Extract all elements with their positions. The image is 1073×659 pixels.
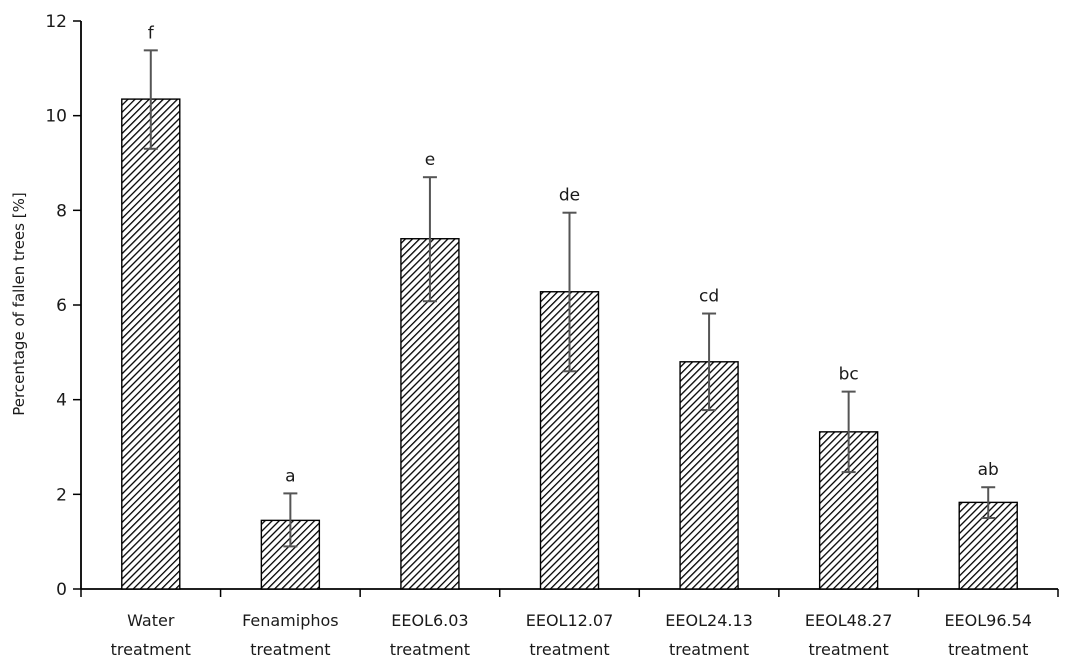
x-category-label: Water (127, 611, 175, 630)
significance-label: cd (699, 287, 719, 307)
x-category-label: Fenamiphos (242, 611, 339, 630)
x-category-label: treatment (390, 640, 470, 659)
significance-label: bc (839, 365, 859, 385)
y-tick-label: 4 (56, 391, 67, 411)
x-category-label: EEOL6.03 (391, 611, 468, 630)
x-category-label: EEOL96.54 (944, 611, 1032, 630)
y-axis-title: Percentage of fallen trees [%] (10, 192, 28, 415)
significance-label: a (285, 466, 295, 486)
x-category-label: treatment (669, 640, 749, 659)
bar (539, 291, 600, 590)
y-tick-label: 0 (56, 580, 67, 600)
significance-label: f (148, 23, 155, 43)
x-category-label: EEOL24.13 (665, 611, 753, 630)
y-tick-label: 2 (56, 485, 67, 505)
bar (121, 98, 181, 590)
x-category-label: treatment (111, 640, 191, 659)
x-category-label: treatment (809, 640, 889, 659)
y-tick-label: 6 (56, 296, 67, 316)
significance-label: de (559, 186, 580, 206)
y-tick-label: 12 (45, 12, 67, 32)
significance-label: ab (978, 460, 999, 480)
x-category-label: treatment (948, 640, 1028, 659)
x-category-label: EEOL12.07 (526, 611, 614, 630)
x-category-label: treatment (529, 640, 609, 659)
bar (958, 501, 1018, 590)
significance-label: e (425, 150, 435, 170)
x-category-label: EEOL48.27 (805, 611, 893, 630)
y-tick-label: 10 (45, 107, 67, 127)
y-tick-label: 8 (56, 201, 67, 221)
x-category-label: treatment (250, 640, 330, 659)
